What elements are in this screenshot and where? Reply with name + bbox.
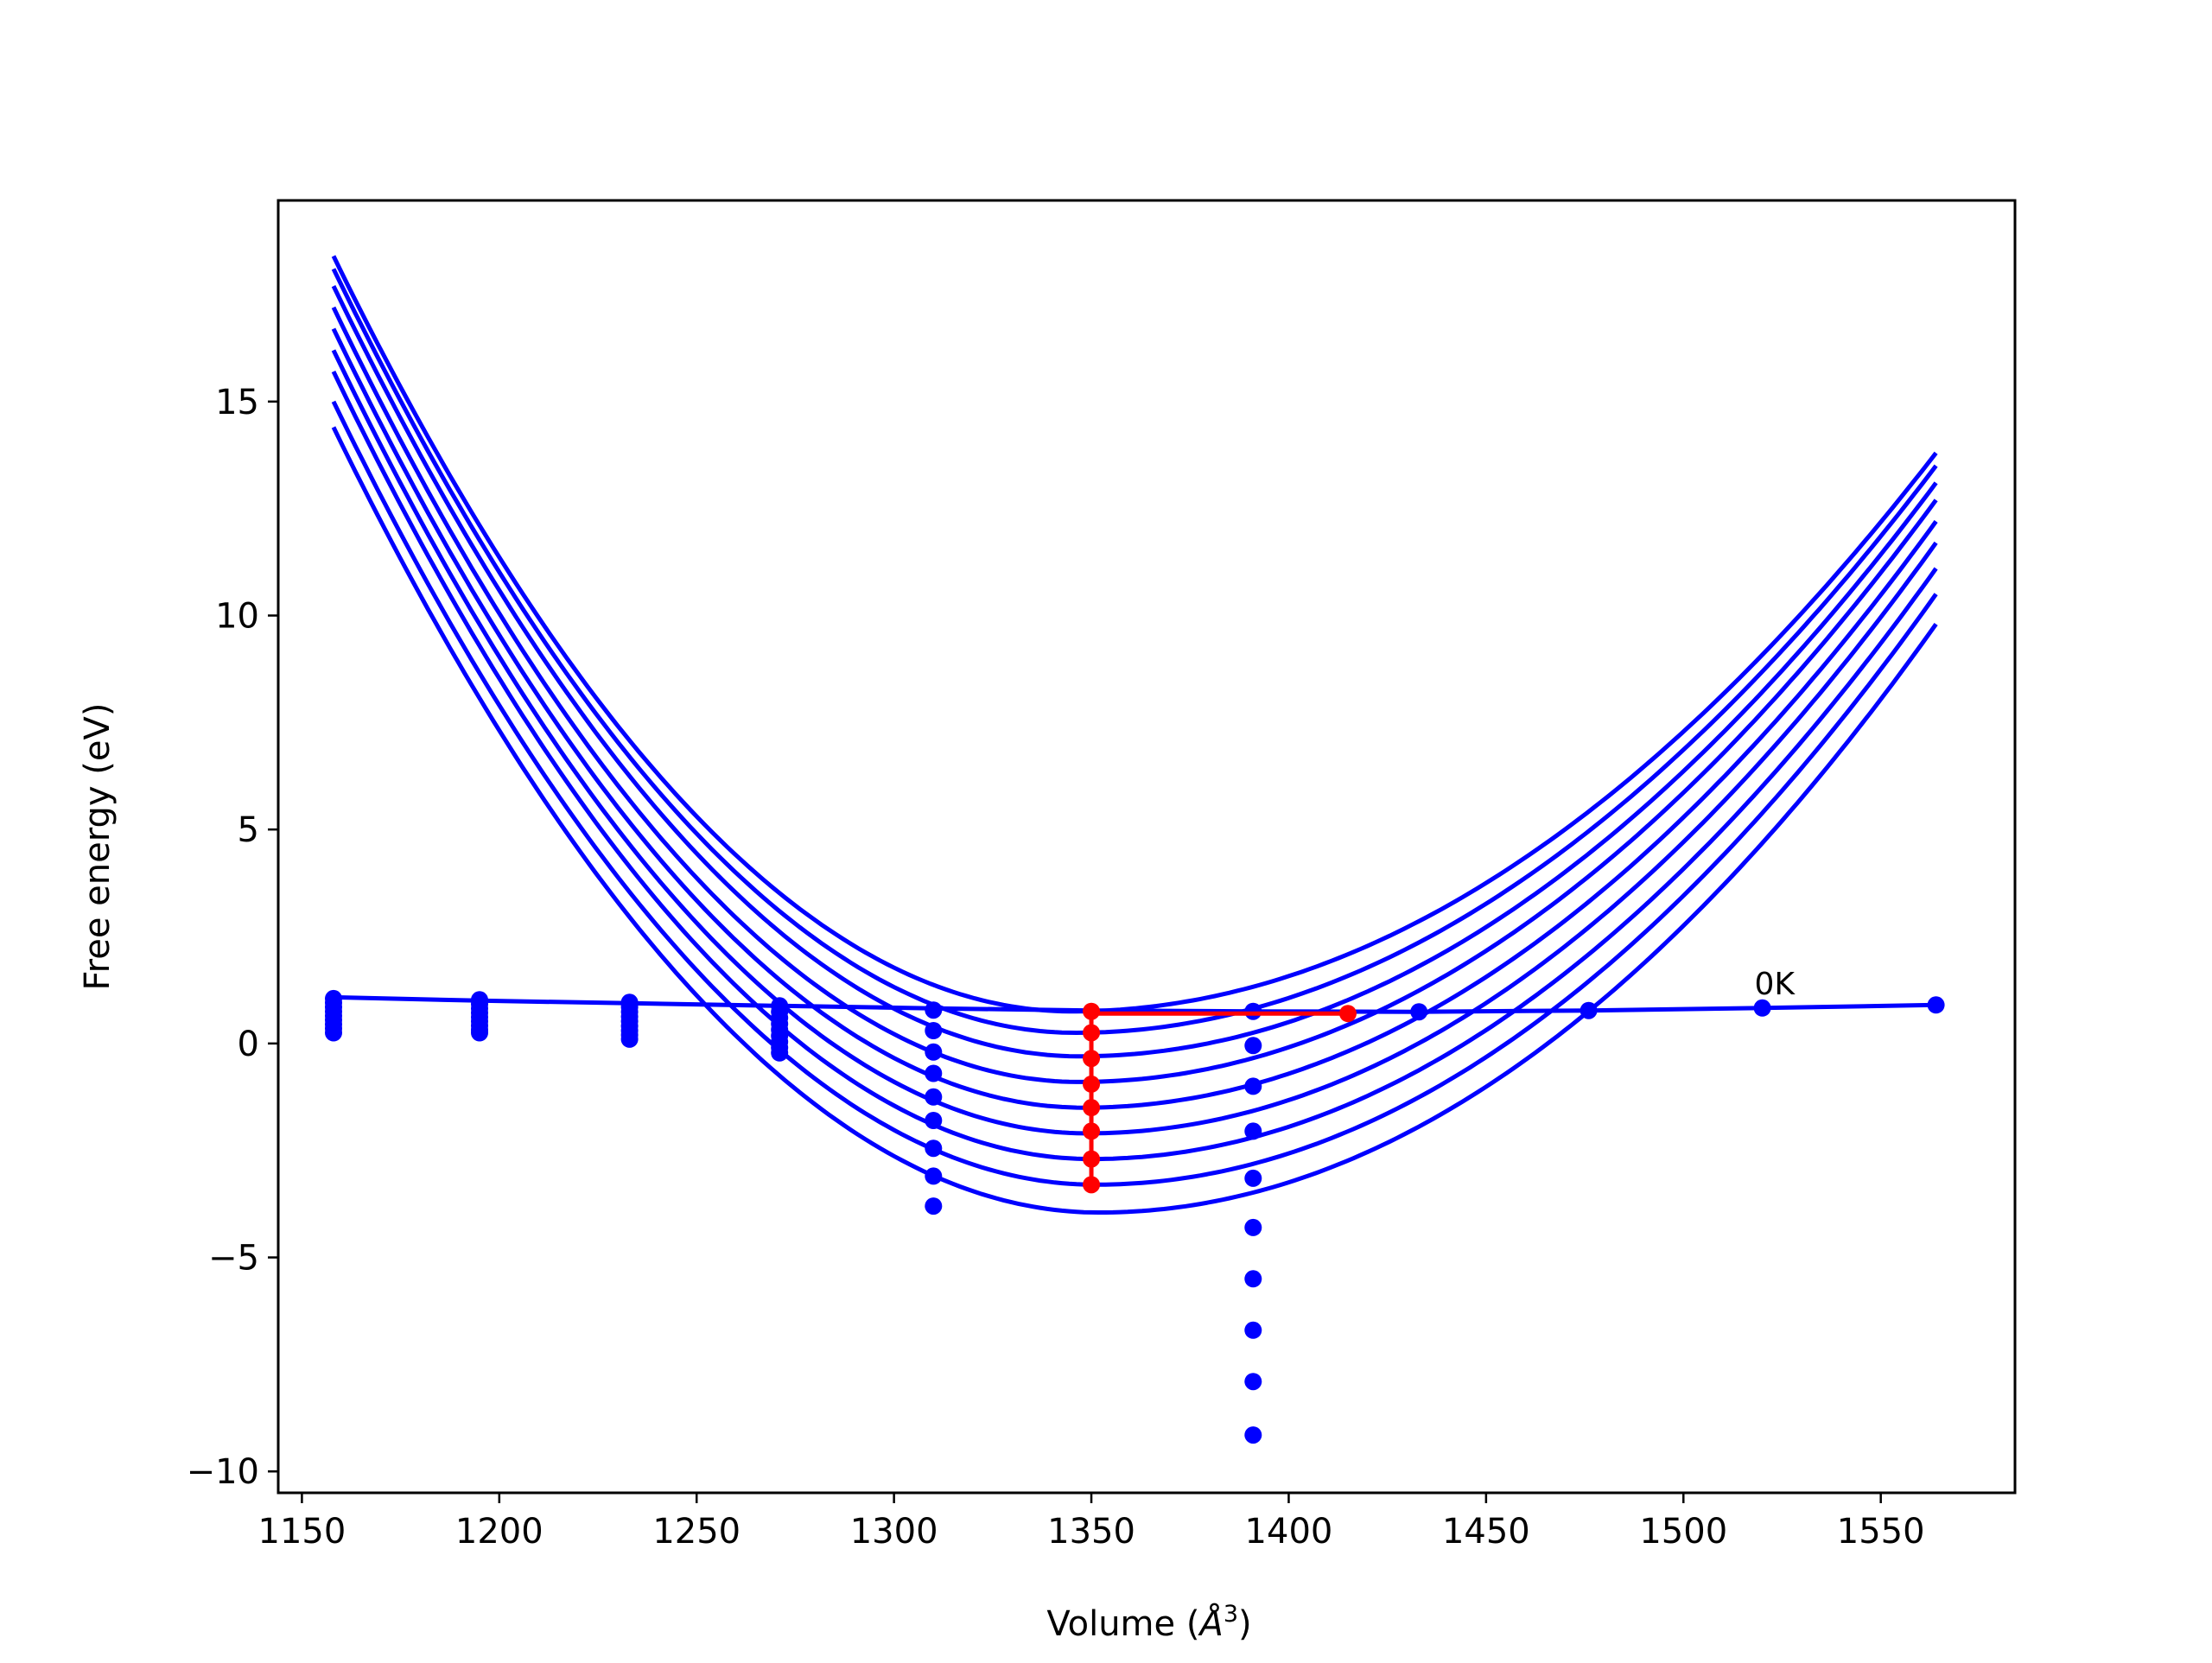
highlight-point-end xyxy=(1338,1005,1357,1023)
highlight-points xyxy=(1083,1002,1357,1194)
data-point-1-8 xyxy=(471,1024,488,1042)
y-tick-label-5: 5 xyxy=(238,810,259,850)
highlight-point-2 xyxy=(1083,1050,1101,1068)
fit-curve-9 xyxy=(331,426,1938,1215)
x-axis-label-close: ) xyxy=(1238,1604,1252,1644)
highlight-point-1 xyxy=(1083,1024,1101,1042)
x-tick-label-1550: 1550 xyxy=(1837,1512,1925,1552)
data-point-2-8 xyxy=(620,1030,639,1048)
x-axis-label-exponent: 3 xyxy=(1224,1601,1238,1628)
plot-frame xyxy=(276,199,2017,1495)
data-point-4-0 xyxy=(925,1001,943,1019)
data-point-5-2 xyxy=(1244,1077,1262,1095)
data-point-5-5 xyxy=(1244,1218,1262,1236)
highlight-point-0 xyxy=(1083,1002,1101,1020)
annotations: 0K xyxy=(1755,967,1796,1002)
data-point-5-7 xyxy=(1244,1321,1262,1339)
y-tick-label--5: −5 xyxy=(208,1239,259,1279)
data-point-5-8 xyxy=(1244,1373,1262,1391)
fit-curve-2 xyxy=(331,268,1938,1036)
data-point-4-7 xyxy=(925,1167,943,1185)
data-point-5-3 xyxy=(1244,1122,1262,1140)
y-axis: −10 −5 0 5 10 15 xyxy=(187,383,278,1492)
data-point-3-8 xyxy=(771,1044,789,1062)
x-axis-label-symbol: Å xyxy=(1197,1603,1223,1644)
y-tick-label-15: 15 xyxy=(215,383,259,422)
data-point-4-1 xyxy=(925,1022,943,1039)
y-axis-label: Free energy (eV) xyxy=(78,703,118,991)
fit-curve-8 xyxy=(331,400,1938,1187)
highlight-point-5 xyxy=(1083,1122,1101,1140)
x-tick-label-1450: 1450 xyxy=(1442,1512,1530,1552)
fit-curve-3 xyxy=(331,285,1938,1059)
data-point-4-6 xyxy=(925,1139,943,1158)
data-point-4-8 xyxy=(925,1197,943,1216)
highlight-point-3 xyxy=(1083,1075,1101,1093)
x-tick-label-1500: 1500 xyxy=(1639,1512,1727,1552)
data-point-5-4 xyxy=(1244,1169,1262,1187)
scatter-points xyxy=(325,989,1945,1444)
annotation-1: 0K xyxy=(1755,967,1796,1002)
highlight-point-6 xyxy=(1083,1150,1101,1168)
data-point-7-0 xyxy=(1580,1001,1598,1019)
data-point-5-6 xyxy=(1244,1270,1262,1288)
highlight-point-4 xyxy=(1083,1099,1101,1117)
fit-curve-6 xyxy=(331,349,1938,1136)
fit-curve-5 xyxy=(331,327,1938,1110)
x-tick-label-1250: 1250 xyxy=(652,1512,741,1552)
x-tick-label-1300: 1300 xyxy=(850,1512,938,1552)
x-tick-label-1350: 1350 xyxy=(1047,1512,1135,1552)
fit-curve-1 xyxy=(331,255,1938,1014)
data-point-4-3 xyxy=(925,1064,943,1082)
data-point-6-0 xyxy=(1410,1003,1428,1021)
data-point-4-2 xyxy=(925,1043,943,1061)
x-axis-label: Volume (Å3) xyxy=(1046,1601,1251,1644)
x-axis: 1150 1200 1250 1300 1350 1400 1450 1500 1550 xyxy=(258,1493,1925,1552)
fit-curve-4 xyxy=(331,306,1938,1084)
data-point-5-9 xyxy=(1244,1426,1262,1444)
x-tick-label-1200: 1200 xyxy=(455,1512,543,1552)
data-point-4-4 xyxy=(925,1088,943,1106)
x-axis-label-text: Volume ( xyxy=(1046,1604,1199,1644)
data-point-9-0 xyxy=(1927,996,1945,1014)
x-tick-label-1150: 1150 xyxy=(258,1512,346,1552)
x-tick-label-1400: 1400 xyxy=(1245,1512,1333,1552)
data-point-8-0 xyxy=(1753,999,1771,1017)
fit-curves xyxy=(331,255,1938,1215)
y-tick-label--10: −10 xyxy=(187,1452,259,1492)
highlight-point-7 xyxy=(1083,1176,1101,1194)
fit-curve-7 xyxy=(331,371,1938,1162)
data-point-0-8 xyxy=(325,1024,342,1042)
y-tick-label-10: 10 xyxy=(215,597,259,637)
y-tick-label-0: 0 xyxy=(238,1025,259,1064)
data-point-5-1 xyxy=(1244,1037,1262,1055)
data-point-4-5 xyxy=(925,1112,943,1129)
